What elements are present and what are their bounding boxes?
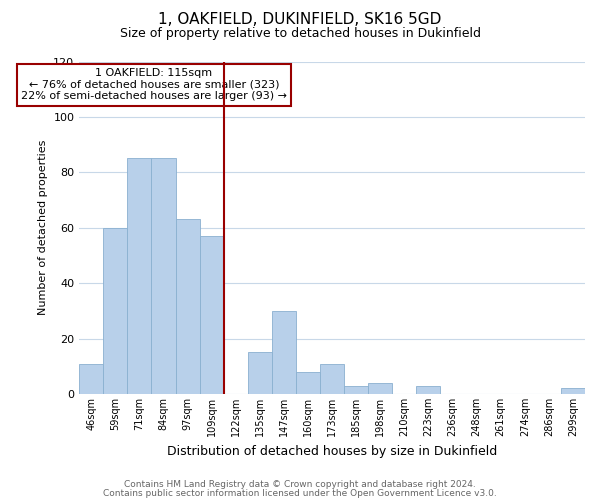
- Bar: [272, 311, 296, 394]
- Bar: [416, 386, 440, 394]
- Bar: [296, 372, 320, 394]
- Bar: [127, 158, 151, 394]
- Text: Contains HM Land Registry data © Crown copyright and database right 2024.: Contains HM Land Registry data © Crown c…: [124, 480, 476, 489]
- Bar: [344, 386, 368, 394]
- Bar: [561, 388, 585, 394]
- Text: 1 OAKFIELD: 115sqm
← 76% of detached houses are smaller (323)
22% of semi-detach: 1 OAKFIELD: 115sqm ← 76% of detached hou…: [21, 68, 287, 102]
- Text: 1, OAKFIELD, DUKINFIELD, SK16 5GD: 1, OAKFIELD, DUKINFIELD, SK16 5GD: [158, 12, 442, 28]
- Bar: [320, 364, 344, 394]
- X-axis label: Distribution of detached houses by size in Dukinfield: Distribution of detached houses by size …: [167, 444, 497, 458]
- Bar: [248, 352, 272, 394]
- Bar: [103, 228, 127, 394]
- Bar: [176, 220, 200, 394]
- Bar: [200, 236, 224, 394]
- Text: Size of property relative to detached houses in Dukinfield: Size of property relative to detached ho…: [119, 28, 481, 40]
- Text: Contains public sector information licensed under the Open Government Licence v3: Contains public sector information licen…: [103, 488, 497, 498]
- Bar: [368, 383, 392, 394]
- Bar: [151, 158, 176, 394]
- Bar: [79, 364, 103, 394]
- Y-axis label: Number of detached properties: Number of detached properties: [38, 140, 48, 316]
